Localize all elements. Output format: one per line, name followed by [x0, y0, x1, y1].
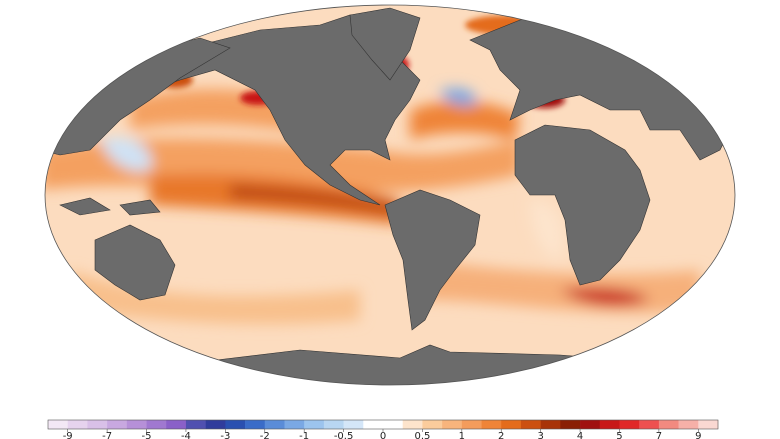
- colorbar-cell: [323, 420, 344, 429]
- colorbar-cell: [639, 420, 660, 429]
- colorbar-cell: [658, 420, 679, 429]
- colorbar-tick-label: -4: [181, 431, 191, 439]
- colorbar-tick-label: 4: [577, 431, 583, 439]
- colorbar-cell: [599, 420, 620, 429]
- colorbar-tick-label: -0.5: [334, 431, 354, 439]
- colorbar-cell: [402, 420, 423, 429]
- colorbar-tick-label: 1: [459, 431, 465, 439]
- colorbar-cell: [363, 420, 384, 429]
- colorbar-cell: [560, 420, 581, 429]
- colorbar-cell: [166, 420, 187, 429]
- colorbar-tick-label: -9: [63, 431, 73, 439]
- colorbar-tick-label: 2: [498, 431, 504, 439]
- colorbar-tick-label: 0: [380, 431, 386, 439]
- colorbar-cell: [126, 420, 147, 429]
- colorbar-cell: [383, 420, 404, 429]
- colorbar-cell: [225, 420, 246, 429]
- colorbar-cell: [205, 420, 226, 429]
- colorbar-cell: [48, 420, 69, 429]
- colorbar-cell: [580, 420, 601, 429]
- colorbar: -9 -7 -5 -4 -3 -2 -1 -0.5 0 0.5 1 2 3 4 5 7 9: [47, 419, 719, 439]
- colorbar-cell: [304, 420, 325, 429]
- colorbar-cell: [698, 420, 719, 429]
- map-outline: [44, 4, 736, 386]
- colorbar-tick-label: -7: [102, 431, 112, 439]
- colorbar-tick-label: 7: [656, 431, 662, 439]
- colorbar-cell: [87, 420, 108, 429]
- colorbar-cell: [107, 420, 128, 429]
- colorbar-cell: [540, 420, 561, 429]
- greenland: [349, 7, 421, 81]
- colorbar-cell: [185, 420, 206, 429]
- colorbar-cell: [245, 420, 266, 429]
- colorbar-cell: [67, 420, 88, 429]
- islands: [59, 197, 161, 216]
- colorbar-cell: [422, 420, 443, 429]
- colorbar-cell: [501, 420, 522, 429]
- colorbar-tick-label: 3: [537, 431, 543, 439]
- colorbar-cell: [146, 420, 167, 429]
- colorbar-cell: [481, 420, 502, 429]
- colorbar-tick-label: -3: [220, 431, 230, 439]
- colorbar-cell: [520, 420, 541, 429]
- colorbar-tick-label: 0.5: [414, 431, 430, 439]
- colorbar-tick-label: 9: [695, 431, 701, 439]
- south-america: [384, 189, 481, 331]
- anomaly-field: [45, 88, 700, 325]
- colorbar-cell: [264, 420, 285, 429]
- colorbar-tick-label: -2: [260, 431, 270, 439]
- colorbar-cell: [678, 420, 699, 429]
- colorbar-cell: [343, 420, 364, 429]
- africa: [514, 124, 651, 286]
- colorbar-cell: [461, 420, 482, 429]
- colorbar-cell: [619, 420, 640, 429]
- map: [45, 5, 735, 385]
- colorbar-tick-label: 5: [616, 431, 622, 439]
- colorbar-cell: [284, 420, 305, 429]
- australia: [94, 224, 176, 301]
- colorbar-tick-label: -5: [142, 431, 152, 439]
- colorbar-cell: [442, 420, 463, 429]
- colorbar-tick-label: -1: [299, 431, 309, 439]
